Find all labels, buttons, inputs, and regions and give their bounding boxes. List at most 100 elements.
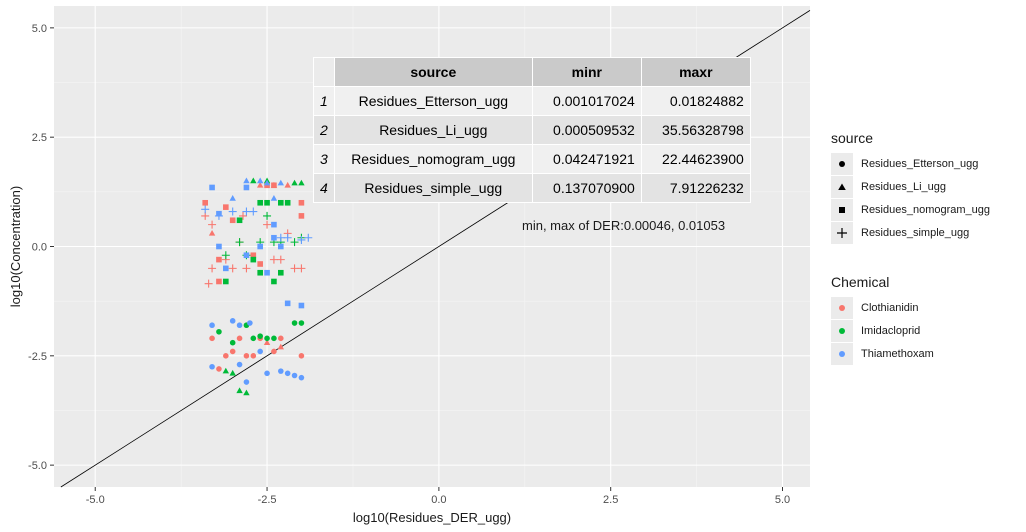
data-point [284,370,291,377]
table-header-maxr: maxr [640,57,751,87]
table-header-minr: minr [531,57,642,87]
data-point [229,318,236,324]
legend-source-title: source [831,130,874,146]
data-point [243,252,250,259]
row-maxr: 22.44623900 [640,144,751,174]
table-header-index [313,57,335,87]
square-shape-icon [831,198,853,221]
data-point [298,320,305,326]
data-point [257,333,263,339]
data-point [257,261,263,267]
x-axis-ticks: -5.0 -2.5 0.0 2.5 5.0 [86,487,790,506]
data-point [276,255,285,264]
table-row: 2 Residues_Li_ugg 0.000509532 35.5632879… [313,115,751,145]
x-axis-label: log10(Residues_DER_ugg) [353,510,511,525]
legend-item-label: Residues_simple_ugg [861,226,970,239]
data-point [250,256,257,263]
data-point [284,181,291,188]
data-point [298,179,305,186]
legend-item-label: Residues_Etterson_ugg [861,157,979,170]
table-row: 1 Residues_Etterson_ugg 0.001017024 0.01… [313,86,751,116]
x-tick-label: 2.5 [603,494,618,506]
data-point [209,322,215,329]
data-point [208,220,217,229]
legend-item-label: Residues_nomogram_ugg [861,203,991,216]
legend-chemical-title: Chemical [831,274,890,290]
table-header-source: source [333,57,533,87]
data-point [264,199,270,206]
y-axis-label: log10(Concentration) [8,186,23,307]
data-point [298,353,305,359]
color-swatch-icon [831,296,853,319]
data-point [229,369,236,376]
row-minr: 0.042471921 [531,144,642,174]
data-point [216,210,222,217]
data-point [263,220,272,229]
data-point [278,269,284,276]
data-point [298,213,305,219]
data-point [229,339,236,346]
y-tick-label: 0.0 [32,242,47,254]
data-point [229,195,236,201]
data-point [243,177,250,184]
y-tick-label: 5.0 [32,23,47,35]
row-source: Residues_Li_ugg [333,115,533,145]
data-point [271,221,277,228]
legend-item-label: Imidacloprid [861,324,921,337]
data-point [250,177,257,184]
data-point [297,235,306,244]
data-point [271,348,277,355]
data-point [208,229,216,236]
y-tick-label: 2.5 [32,132,47,144]
data-point [297,264,306,273]
data-point [298,302,305,309]
plus-shape-icon [831,221,853,244]
data-point [242,207,251,216]
legend-item-label: Thiamethoxam [861,347,934,360]
data-point [223,265,229,272]
data-point [277,343,284,350]
data-point [271,335,277,342]
row-source: Residues_simple_ugg [333,173,533,203]
data-point [298,199,305,206]
data-point [269,255,278,264]
table-row: 3 Residues_nomogram_ugg 0.042471921 22.4… [313,144,751,174]
data-point [242,264,251,273]
data-point [209,363,215,370]
data-point [263,339,271,345]
data-point [250,335,257,342]
table-row: 4 Residues_simple_ugg 0.137070900 7.9122… [313,173,751,203]
data-point [223,204,229,210]
data-point [291,372,298,379]
data-point [263,211,272,220]
data-point [271,234,277,241]
data-point [250,252,257,259]
data-point [229,348,236,355]
table-header-row: source minr maxr [313,57,751,87]
summary-table: source minr maxr 1 Residues_Etterson_ugg… [313,57,751,203]
data-point [201,205,210,214]
data-point [243,353,250,359]
row-index: 1 [313,86,335,116]
color-swatch-icon [831,319,853,342]
data-point [290,238,299,247]
data-point [236,322,243,329]
data-point [228,207,237,216]
color-swatch-icon [831,342,853,365]
legend-item: Clothianidin [831,296,934,319]
data-point [284,300,291,307]
row-minr: 0.137070900 [531,173,642,203]
data-point [291,320,298,326]
row-index: 4 [313,173,335,203]
x-tick-label: -5.0 [86,494,105,506]
data-point [236,335,243,342]
data-point [243,379,250,385]
row-maxr: 0.01824882 [640,86,751,116]
data-point [204,279,213,288]
data-point [276,233,285,242]
data-point [291,179,298,186]
data-point [256,177,264,184]
data-point [236,361,243,368]
legend-chemical: Chemical Clothianidin Imidacloprid Thiam… [831,274,934,365]
data-point [284,199,291,206]
